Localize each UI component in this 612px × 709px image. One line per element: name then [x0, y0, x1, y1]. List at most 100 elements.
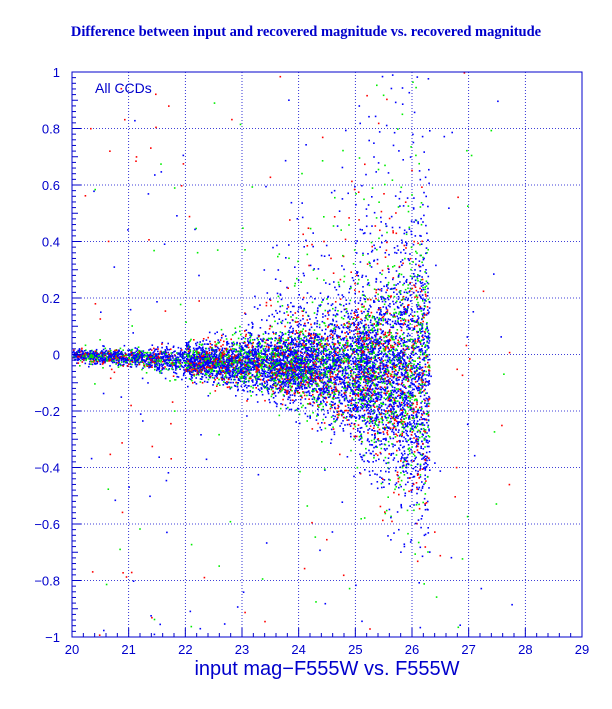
- data-point: [299, 368, 302, 370]
- data-point: [373, 329, 376, 332]
- data-point: [417, 301, 419, 304]
- data-point: [285, 383, 287, 385]
- data-point: [320, 400, 322, 403]
- data-point: [216, 365, 218, 367]
- data-point: [429, 130, 431, 132]
- data-point: [360, 318, 362, 321]
- data-point: [242, 377, 244, 379]
- data-point: [397, 298, 400, 300]
- data-point: [373, 389, 376, 392]
- data-point: [403, 402, 405, 405]
- data-point: [364, 300, 367, 303]
- data-point: [342, 360, 345, 362]
- data-point: [379, 246, 381, 248]
- data-point: [344, 405, 347, 407]
- data-point: [351, 404, 354, 407]
- data-point: [361, 312, 363, 315]
- data-point: [317, 366, 319, 369]
- data-point: [81, 347, 83, 350]
- data-point: [360, 359, 362, 362]
- data-point: [385, 365, 388, 368]
- data-point: [426, 456, 429, 459]
- data-point: [393, 284, 395, 286]
- data-point: [386, 407, 388, 409]
- data-point: [419, 353, 422, 356]
- data-point: [348, 367, 351, 369]
- data-point: [359, 349, 361, 352]
- data-point: [386, 312, 388, 315]
- data-point: [412, 340, 414, 343]
- data-point: [333, 345, 335, 348]
- data-point: [391, 400, 393, 402]
- data-point: [342, 337, 344, 340]
- data-point: [401, 409, 403, 411]
- data-point: [281, 319, 284, 322]
- data-point: [118, 353, 120, 355]
- data-point: [302, 314, 304, 317]
- data-point: [390, 296, 392, 298]
- data-point: [382, 388, 385, 391]
- data-point: [369, 474, 371, 476]
- data-point: [153, 347, 155, 350]
- data-point: [427, 361, 429, 364]
- data-point: [412, 383, 415, 385]
- data-point: [215, 351, 217, 354]
- data-point: [355, 375, 358, 377]
- data-point: [358, 368, 360, 371]
- data-point: [305, 379, 307, 382]
- data-point: [420, 328, 423, 330]
- data-point: [405, 367, 407, 369]
- data-point: [384, 398, 387, 401]
- data-point: [348, 423, 351, 426]
- data-point: [196, 371, 199, 373]
- data-point: [363, 413, 366, 416]
- data-point: [251, 327, 254, 329]
- data-point: [391, 393, 393, 395]
- data-point: [408, 415, 410, 417]
- data-point: [333, 411, 335, 413]
- data-point: [421, 326, 424, 329]
- data-point: [373, 406, 376, 408]
- data-point: [412, 483, 415, 486]
- data-point: [270, 388, 273, 391]
- data-point: [426, 445, 429, 448]
- data-point: [367, 407, 370, 409]
- data-point: [383, 297, 385, 300]
- data-point: [350, 415, 352, 418]
- data-point: [395, 301, 397, 304]
- data-point: [387, 298, 390, 301]
- data-point: [303, 369, 306, 372]
- data-point: [354, 405, 356, 407]
- data-point: [297, 387, 299, 389]
- data-point: [275, 309, 277, 312]
- data-point: [397, 460, 399, 463]
- data-point: [397, 318, 400, 320]
- data-point: [292, 360, 295, 363]
- data-point: [328, 343, 331, 345]
- data-point: [404, 396, 406, 399]
- data-point: [382, 318, 385, 320]
- data-point: [334, 348, 336, 350]
- data-point: [426, 439, 429, 442]
- data-point: [244, 312, 246, 314]
- data-point: [253, 349, 255, 351]
- data-point: [280, 350, 282, 352]
- data-point: [423, 534, 426, 537]
- data-point: [425, 419, 428, 421]
- data-point: [323, 401, 325, 403]
- data-point: [389, 394, 392, 396]
- data-point: [301, 383, 303, 386]
- data-point: [311, 383, 313, 385]
- data-point: [288, 257, 290, 260]
- data-point: [409, 437, 412, 440]
- data-point: [425, 355, 427, 357]
- data-point: [339, 365, 342, 367]
- data-point: [97, 356, 100, 359]
- data-point: [247, 358, 250, 360]
- data-point: [329, 366, 332, 368]
- data-point: [417, 438, 419, 440]
- data-point: [280, 368, 283, 370]
- data-point: [368, 334, 370, 337]
- data-point: [318, 365, 320, 368]
- data-point: [387, 172, 390, 174]
